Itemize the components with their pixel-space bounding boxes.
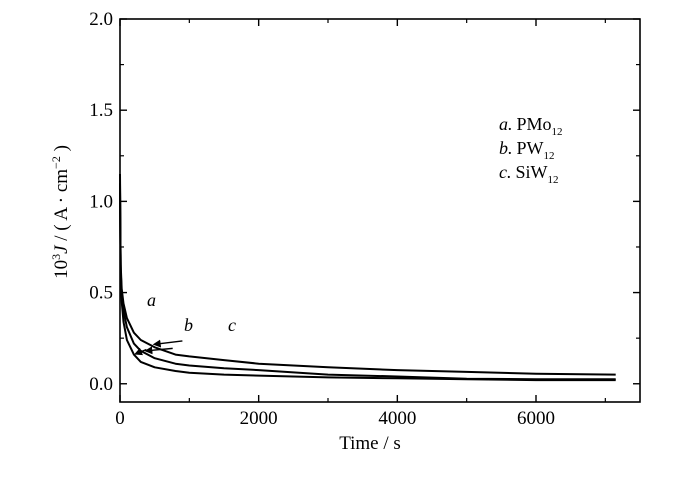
y-axis-prefix: 10 bbox=[51, 260, 72, 279]
y-axis-title: 103J / ( A · cm−2 ) bbox=[49, 145, 72, 279]
curve-label-b: b bbox=[184, 315, 193, 335]
series-line-a bbox=[119, 173, 616, 382]
x-tick-label: 6000 bbox=[517, 408, 555, 429]
legend-sub-b: 12 bbox=[544, 150, 555, 162]
legend-base-c: SiW bbox=[516, 162, 548, 182]
legend-base-b: PW bbox=[517, 138, 544, 158]
annotation-arrow-c bbox=[152, 339, 183, 348]
legend-letter-b: b. bbox=[499, 138, 513, 158]
curve-label-a: a bbox=[147, 290, 156, 310]
x-axis-title: Time / s bbox=[339, 433, 401, 454]
y-tick-label: 1.0 bbox=[89, 191, 113, 212]
y-tick-label: 0.0 bbox=[89, 374, 113, 395]
legend-entry-b: b. PW12 bbox=[499, 138, 555, 162]
annotation-arrows bbox=[134, 339, 183, 356]
legend-entry-c: c. SiW12 bbox=[499, 162, 559, 186]
legend-sub-c: 12 bbox=[548, 174, 559, 186]
y-axis-unit-open: / ( A · cm bbox=[51, 169, 72, 246]
legend-letter-a: a. bbox=[499, 114, 513, 134]
y-tick-label: 1.5 bbox=[89, 100, 113, 121]
series-line-b bbox=[119, 183, 616, 381]
ticks bbox=[119, 18, 640, 402]
series-line-c bbox=[119, 192, 616, 376]
y-tick-label: 0.5 bbox=[89, 283, 113, 304]
y-axis-exp: 3 bbox=[49, 254, 63, 260]
legend-letter-c: c. bbox=[499, 162, 512, 182]
series bbox=[119, 173, 616, 382]
x-tick-label: 0 bbox=[115, 408, 125, 429]
y-axis-unit-close: ) bbox=[51, 145, 72, 156]
y-axis-var: J bbox=[51, 244, 72, 254]
legend-sub-a: 12 bbox=[552, 126, 563, 138]
legend-entry-a: a. PMo12 bbox=[499, 114, 563, 138]
legend-base-a: PMo bbox=[517, 114, 552, 134]
plot-frame-group bbox=[119, 18, 641, 403]
legend: a. PMo12 b. PW12 c. SiW12 bbox=[499, 114, 563, 186]
y-tick-label: 2.0 bbox=[89, 9, 113, 30]
curve-label-c: c bbox=[228, 315, 236, 335]
tick-labels: 0 2000 4000 6000 0.0 0.5 1.0 1.5 2.0 bbox=[89, 9, 555, 429]
annotation-arrow-b bbox=[144, 346, 173, 355]
plot-frame bbox=[119, 18, 641, 403]
x-tick-label: 4000 bbox=[378, 408, 416, 429]
y-axis-unit-exp: −2 bbox=[49, 156, 63, 169]
x-tick-label: 2000 bbox=[240, 408, 278, 429]
